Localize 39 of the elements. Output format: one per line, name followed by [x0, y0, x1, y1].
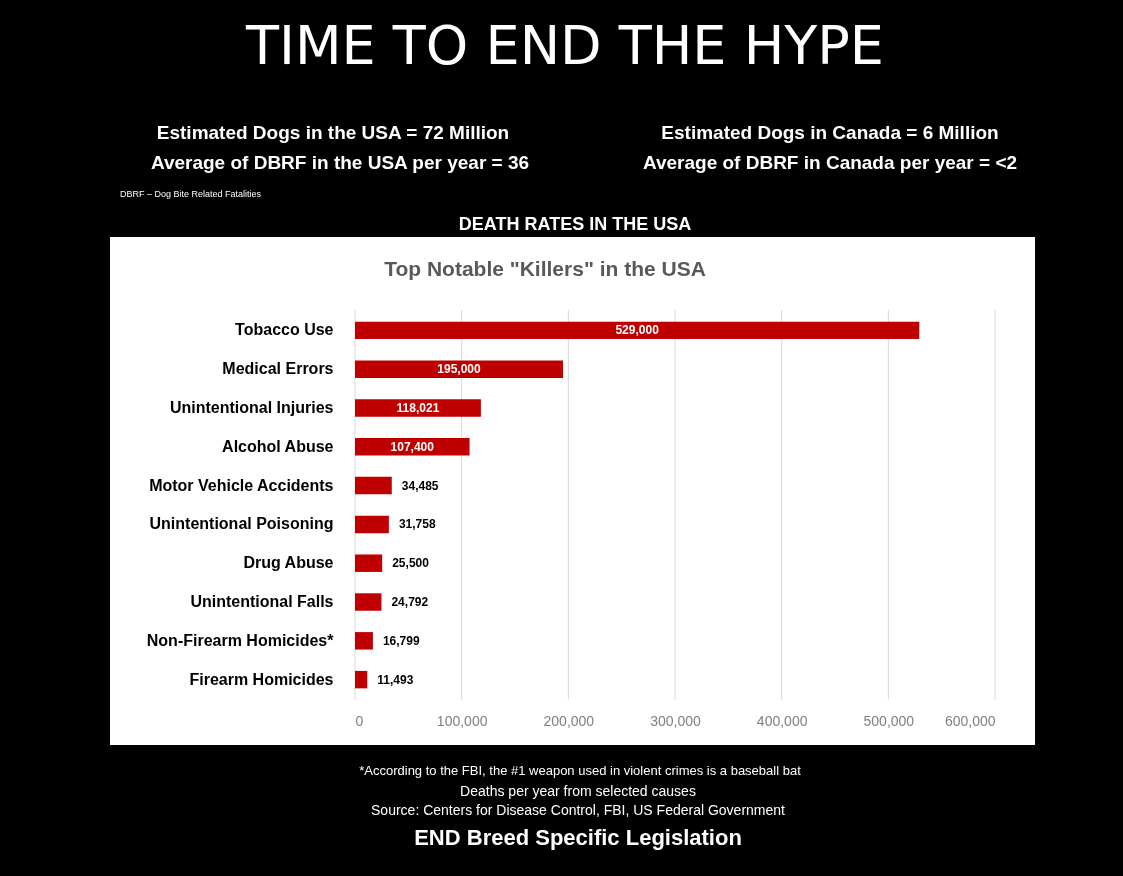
data-label: 195,000 [437, 362, 482, 377]
data-label: 11,493 [377, 672, 414, 687]
text: Average of DBRF in the USA per year = 36 [150, 152, 530, 173]
x-tick-label: 400,000 [756, 712, 808, 729]
x-tick-label: 500,000 [863, 712, 915, 729]
data-label: 25,500 [392, 556, 430, 571]
y-tick-label: Drug Abuse [243, 554, 334, 572]
x-tick-label: 0 [355, 712, 364, 729]
x-tick-label: 100,000 [436, 712, 488, 729]
text: DEATH RATES IN THE USA [458, 214, 692, 234]
data-label: 16,799 [382, 633, 420, 648]
text: END Breed Specific Legislation [414, 825, 742, 850]
y-tick-label: Alcohol Abuse [222, 437, 334, 455]
data-label: 24,792 [391, 595, 429, 610]
text: *According to the FBI, the #1 weapon used in violent crimes is a baseball bat [359, 763, 802, 778]
y-tick-label: Tobacco Use [235, 321, 334, 339]
data-label: 31,758 [398, 517, 436, 532]
data-label: 107,400 [390, 439, 435, 454]
y-tick-label: Firearm Homicides [189, 670, 334, 688]
chart-title: Top Notable "Killers" in the USA [384, 257, 706, 280]
y-tick-label: Non-Firearm Homicides* [146, 631, 335, 649]
y-tick-label: Unintentional Poisoning [149, 515, 334, 533]
text: Average of DBRF in Canada per year = <2 [642, 152, 1018, 173]
data-label: 34,485 [401, 478, 439, 493]
y-tick-label: Unintentional Falls [190, 593, 334, 611]
text: Deaths per year from selected causes [460, 783, 696, 799]
source-note: Source: Centers for Disease Control, FBI, US Federal Government [371, 802, 786, 818]
data-label: 529,000 [615, 323, 660, 338]
data-label: 118,021 [396, 400, 440, 415]
text: TIME TO END THE HYPE [245, 14, 884, 77]
x-tick-label: 200,000 [543, 712, 595, 729]
x-tick-label: 300,000 [650, 712, 702, 729]
x-tick-label: 600,000 [944, 712, 996, 729]
text: Estimated Dogs in the USA = 72 Million [156, 122, 510, 143]
y-tick-label: Unintentional Injuries [169, 398, 334, 416]
y-tick-label: Medical Errors [222, 360, 334, 378]
text: DBRF – Dog Bite Related Fatalities [120, 189, 262, 199]
text: Estimated Dogs in Canada = 6 Million [661, 122, 999, 143]
y-tick-label: Motor Vehicle Accidents [149, 476, 334, 494]
